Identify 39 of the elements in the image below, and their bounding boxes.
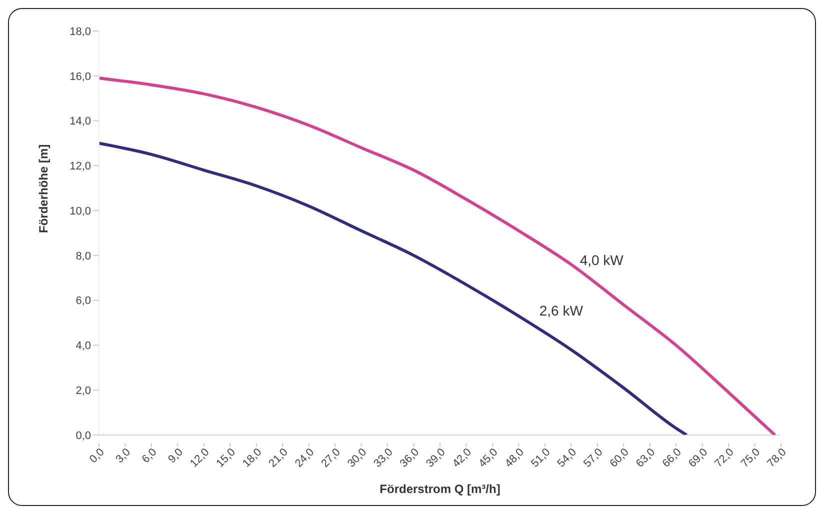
x-tick-label: 54,0 <box>555 446 579 470</box>
y-tick-label: 4,0 <box>76 340 91 352</box>
x-tick-label: 12,0 <box>188 446 212 470</box>
x-tick-label: 48,0 <box>502 446 526 470</box>
x-tick-label: 57,0 <box>582 446 606 470</box>
line-series <box>99 76 776 435</box>
x-axis-title: Förderstrom Q [m³/h] <box>380 482 500 496</box>
x-tick-label: 6,0 <box>140 446 160 466</box>
x-tick-label: 18,0 <box>240 446 264 470</box>
series-label: 4,0 kW <box>580 252 624 268</box>
x-tick-label: 66,0 <box>660 446 684 470</box>
series-label: 2,6 kW <box>539 302 584 319</box>
y-tick-label: 12,0 <box>70 160 91 173</box>
x-tick-label: 69,0 <box>686 446 710 470</box>
x-tick-label: 60,0 <box>608 446 632 470</box>
x-tick-label: 9,0 <box>166 446 186 466</box>
x-tick-label: 42,0 <box>450 446 474 470</box>
y-tick-label: 14,0 <box>70 116 91 128</box>
x-tick-label: 39,0 <box>424 446 448 470</box>
y-tick-label: 6,0 <box>76 295 91 308</box>
x-tick-label: 15,0 <box>214 446 238 470</box>
y-tick-label: 8,0 <box>76 250 91 262</box>
x-tick-label: 30,0 <box>345 446 370 470</box>
x-tick-label: 3,0 <box>114 446 134 466</box>
x-tick-label: 33,0 <box>372 446 396 470</box>
y-tick-label: 0,0 <box>76 430 91 442</box>
x-tick-label: 78,0 <box>765 446 789 470</box>
y-tick-label: 10,0 <box>70 205 91 218</box>
x-tick-label: 75,0 <box>738 446 763 470</box>
x-tick-label: 51,0 <box>529 446 553 470</box>
y-tick-label: 16,0 <box>70 70 91 83</box>
y-tick-label: 2,0 <box>76 385 91 398</box>
y-axis-title: Förderhöhe [m] <box>36 144 50 233</box>
x-tick-label: 72,0 <box>712 446 736 470</box>
x-tick-label: 36,0 <box>398 446 422 470</box>
x-tick-label: 63,0 <box>634 446 658 470</box>
x-tick-label: 45,0 <box>476 446 500 470</box>
line-series <box>99 142 688 435</box>
y-tick-label: 18,0 <box>70 26 91 38</box>
